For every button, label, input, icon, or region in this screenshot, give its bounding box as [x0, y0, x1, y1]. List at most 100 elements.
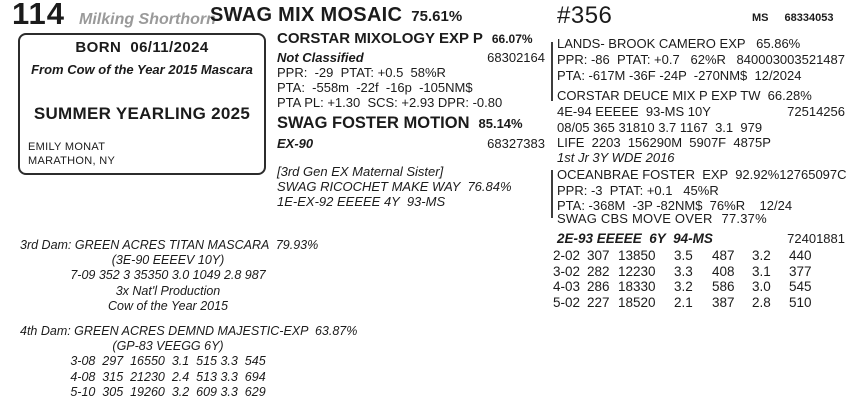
owner-name: EMILY MONAT — [28, 141, 106, 153]
lactation-cell: 18520 — [618, 294, 656, 310]
sire-reg-number: 68302164 — [487, 50, 545, 65]
dam-score: EX-90 — [277, 136, 314, 151]
fourth-dam-record-2: 4-08 315 21230 2.4 513 3.3 694 — [70, 369, 266, 384]
paternal-bracket-line — [551, 42, 553, 101]
sire-header: CORSTAR MIXOLOGY EXP P 66.07% — [277, 31, 545, 47]
dam-header: SWAG FOSTER MOTION 85.14% — [277, 114, 545, 132]
sire-pta2-line: PTA PL: +1.30 SCS: +2.93 DPR: -0.80 — [277, 95, 503, 110]
dam-name: SWAG FOSTER MOTION — [277, 114, 470, 132]
maternal-grandsire-pta: PTA: -368M -3P -82NM$ 76%R 12/24 — [557, 198, 793, 213]
lactation-cell: 3.0 — [752, 279, 771, 294]
lactation-cell: 4-03 — [553, 279, 581, 294]
lactation-cell: 3.1 — [752, 263, 771, 279]
maternal-grandsire-name: OCEANBRAE FOSTER EXP 92.92% — [557, 167, 780, 182]
maternal-granddam-header: SWAG CBS MOVE OVER 77.37% — [557, 211, 845, 226]
maternal-granddam-pct: 77.37% — [721, 211, 767, 226]
sire-classification: Not Classified — [277, 50, 364, 65]
age-class: SUMMER YEARLING 2025 — [33, 104, 251, 123]
maternal-sister-name: SWAG RICOCHET MAKE WAY 76.84% — [277, 179, 512, 194]
paternal-grandsire-ppr: PPR: -86 PTAT: +0.7 62%R — [557, 52, 726, 67]
lactation-cell: 545 — [789, 279, 812, 294]
third-dam-record: 7-09 352 3 35350 3.0 1049 2.8 987 — [70, 268, 266, 283]
animal-title: SWAG MIX MOSAIC 75.61% — [210, 4, 462, 27]
lactation-cell: 286 — [587, 279, 610, 294]
fourth-dam-record-1: 3-08 297 16550 3.1 515 3.3 545 — [70, 354, 266, 369]
lactation-cell: 3.2 — [752, 248, 771, 263]
lactation-cell: 586 — [712, 279, 735, 294]
third-dam-score: (3E-90 EEEEV 10Y) — [111, 253, 225, 268]
paternal-granddam-name: CORSTAR DEUCE MIX P EXP TW 66.28% — [557, 88, 812, 103]
maternal-granddam-score: 2E-93 EEEEE 6Y 94-MS — [557, 231, 713, 246]
owner-location: MARATHON, NY — [28, 154, 116, 167]
sire-classification-row: Not Classified 68302164 — [277, 50, 545, 65]
third-dam-title: 3rd Dam: GREEN ACRES TITAN MASCARA 79.93… — [20, 238, 319, 252]
sire-name: CORSTAR MIXOLOGY EXP P — [277, 30, 483, 47]
entry-number: #356 — [557, 2, 613, 29]
paternal-granddam-score: 4E-94 EEEEE 93-MS 10Y — [557, 104, 711, 119]
paternal-grandsire-reg: 840003003521487 — [736, 52, 845, 67]
born-date: BORN 06/11/2024 — [75, 39, 209, 56]
cow-of-year-note: From Cow of the Year 2015 Mascara — [31, 62, 253, 77]
third-dam-award-1: 3x Nat'l Production — [115, 283, 221, 298]
fourth-dam-block: 4th Dam: GREEN ACRES DEMND MAJESTIC-EXP … — [20, 324, 358, 400]
paternal-granddam-record: 08/05 365 31810 3.7 1167 3.1 979 — [557, 120, 763, 135]
paternal-granddam-lifetime: LIFE 2203 156290M 5907F 4875P — [557, 135, 771, 150]
fourth-dam-title: 4th Dam: GREEN ACRES DEMND MAJESTIC-EXP … — [20, 324, 358, 338]
animal-blood-pct: 75.61% — [411, 8, 463, 25]
lactation-cell: 3.5 — [674, 248, 693, 263]
maternal-grandsire-ppr: PPR: -3 PTAT: +0.1 45%R — [557, 183, 719, 198]
dam-score-row: EX-90 68327383 — [277, 136, 545, 151]
paternal-granddam-award: 1st Jr 3Y WDE 2016 — [557, 150, 675, 165]
lactation-cell: 3-02 — [553, 263, 581, 279]
registration-header: MS 68334053 — [752, 12, 833, 24]
lactation-cell: 3.2 — [674, 279, 693, 294]
lactation-cell: 307 — [587, 248, 610, 263]
lot-number: 114 — [12, 0, 66, 31]
third-dam-block: 3rd Dam: GREEN ACRES TITAN MASCARA 79.93… — [20, 238, 319, 314]
lactation-cell: 510 — [789, 294, 812, 310]
owner-block: EMILY MONAT MARATHON, NY — [28, 141, 115, 168]
lactation-cell: 13850 — [618, 248, 656, 263]
maternal-granddam-score-row: 2E-93 EEEEE 6Y 94-MS 72401881 — [557, 231, 845, 246]
dam-reg-number: 68327383 — [487, 136, 545, 151]
fourth-dam-score: (GP-83 VEEGG 6Y) — [112, 339, 224, 354]
lactation-table: 2-02 307 13850 3.5 487 3.2 440 3-02 282 … — [553, 248, 845, 310]
paternal-granddam-reg: 72514256 — [787, 104, 845, 119]
lactation-cell: 12230 — [618, 263, 656, 279]
maternal-granddam-name: SWAG CBS MOVE OVER — [557, 211, 713, 226]
registry-code: MS — [752, 12, 769, 24]
lactation-cell: 3.3 — [674, 263, 693, 279]
dam-blood-pct: 85.14% — [478, 116, 523, 131]
lactation-cell: 2.1 — [674, 294, 693, 310]
maternal-grandsire-name-row: OCEANBRAE FOSTER EXP 92.92% 12765097C — [557, 167, 847, 182]
animal-name: SWAG MIX MOSAIC — [210, 4, 403, 26]
maternal-sister-score: 1E-EX-92 EEEEE 4Y 93-MS — [277, 194, 446, 209]
lactation-cell: 440 — [789, 248, 812, 263]
pedigree-right-column: LANDS- BROOK CAMERO EXP 65.86% PPR: -86 … — [553, 0, 847, 418]
lactation-cell: 227 — [587, 294, 610, 310]
lactation-cell: 408 — [712, 263, 735, 279]
lactation-cell: 487 — [712, 248, 735, 263]
lactation-cell: 5-02 — [553, 294, 581, 310]
fourth-dam-record-3: 5-10 305 19260 3.2 609 3.3 629 — [70, 384, 266, 399]
lactation-cell: 377 — [789, 263, 812, 279]
info-box: BORN 06/11/2024 From Cow of the Year 201… — [18, 33, 266, 175]
paternal-grandsire-name: LANDS- BROOK CAMERO EXP 65.86% — [557, 36, 801, 51]
maternal-bracket-line — [551, 170, 553, 218]
sire-ppr-line: PPR: -29 PTAT: +0.5 58%R — [277, 65, 446, 80]
breed-label: Milking Shorthorn — [79, 11, 216, 28]
lactation-cell: 18330 — [618, 279, 656, 294]
maternal-grandsire-reg: 12765097C — [779, 167, 847, 182]
lactation-cell: 2.8 — [752, 294, 771, 310]
lactation-cell: 2-02 — [553, 248, 581, 263]
maternal-sister-note: [3rd Gen EX Maternal Sister] — [277, 164, 444, 179]
sire-blood-pct: 66.07% — [491, 32, 533, 46]
paternal-grandsire-ppr-row: PPR: -86 PTAT: +0.7 62%R 840003003521487 — [557, 52, 845, 67]
paternal-granddam-score-row: 4E-94 EEEEE 93-MS 10Y 72514256 — [557, 104, 845, 119]
pedigree-middle-column: CORSTAR MIXOLOGY EXP P 66.07% Not Classi… — [277, 0, 545, 418]
sire-pta-line: PTA: -558m -22f -16p -105NM$ — [277, 80, 473, 95]
third-dam-award-2: Cow of the Year 2015 — [108, 298, 228, 313]
maternal-granddam-reg: 72401881 — [787, 231, 845, 246]
lactation-cell: 387 — [712, 294, 735, 310]
